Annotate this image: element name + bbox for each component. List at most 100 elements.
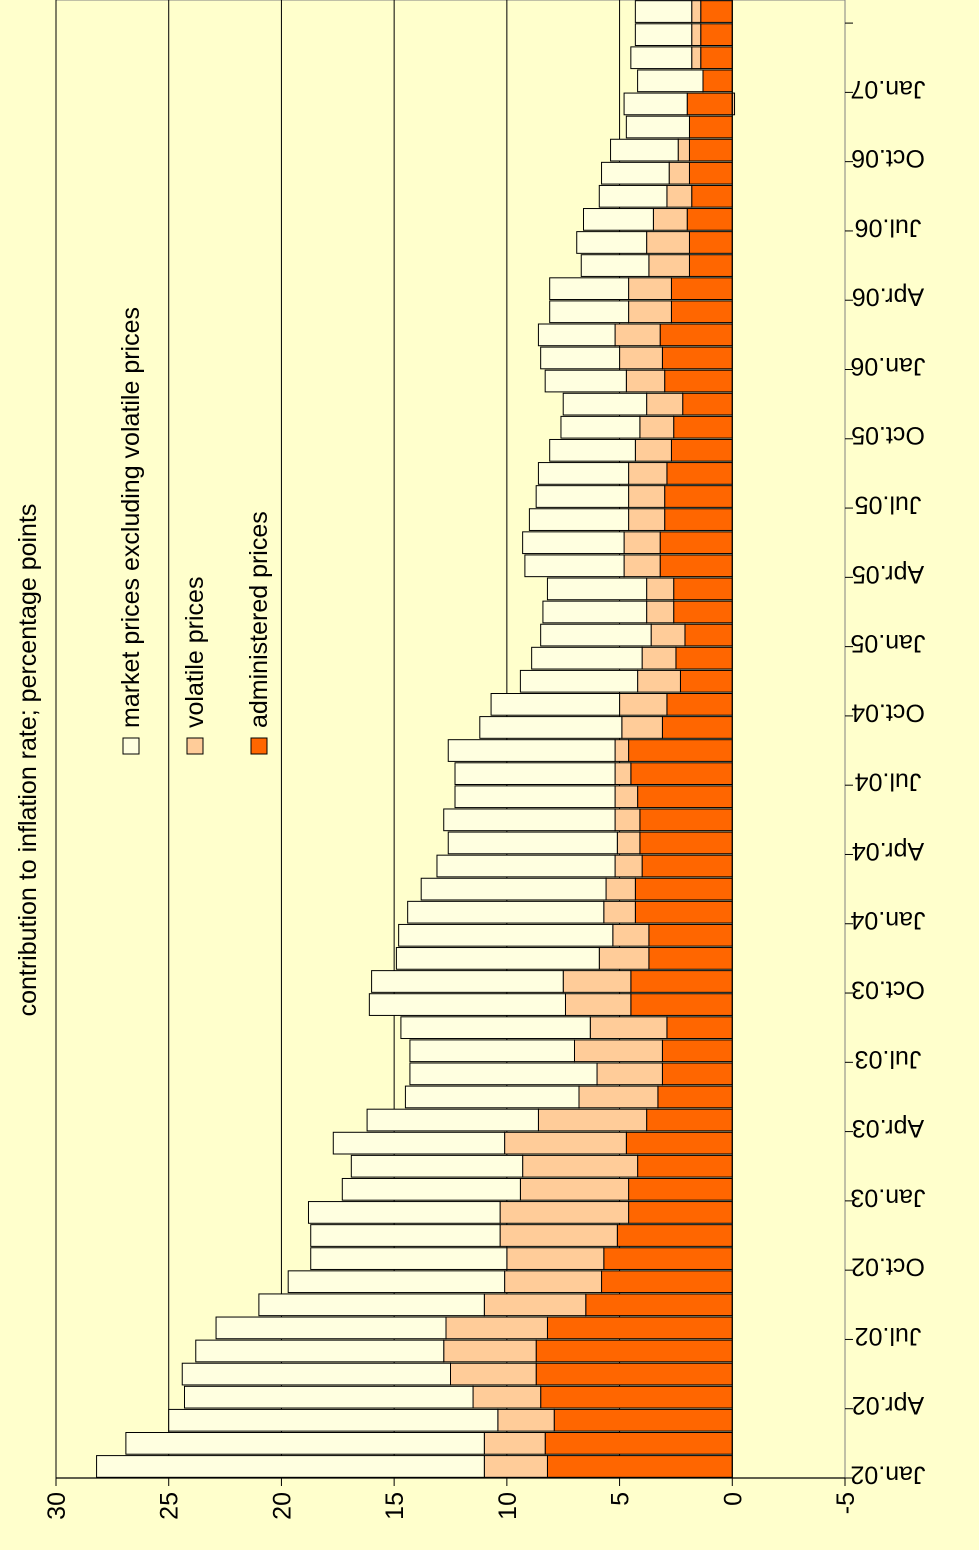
bar-administered xyxy=(666,462,733,485)
bar-administered xyxy=(637,1154,733,1178)
bar-administered xyxy=(688,115,733,139)
bar-administered xyxy=(641,854,733,878)
bar-administered xyxy=(630,970,733,993)
bar-market xyxy=(404,1085,580,1109)
bar-administered xyxy=(637,785,733,809)
bar-volatile xyxy=(666,184,693,208)
bar-volatile xyxy=(598,947,650,970)
bar-volatile xyxy=(623,531,661,555)
bar-volatile xyxy=(537,1108,648,1132)
bar-volatile xyxy=(603,900,636,924)
bar-market xyxy=(398,923,614,947)
bar-volatile xyxy=(472,1385,542,1409)
bar-administered xyxy=(684,623,733,647)
bar-administered xyxy=(544,1432,733,1455)
bar-market xyxy=(287,1270,506,1294)
bar-volatile xyxy=(628,485,666,508)
bar-market xyxy=(395,947,600,970)
bar-market xyxy=(560,415,641,439)
bar-volatile xyxy=(677,138,690,162)
bar-volatile xyxy=(564,993,632,1016)
category-tick-label: Oct.05 xyxy=(851,421,925,449)
bar-administered xyxy=(628,1177,733,1201)
bar-administered xyxy=(648,923,733,947)
bar-administered xyxy=(670,300,733,324)
bar-volatile xyxy=(628,508,666,531)
category-tick-label: Apr.06 xyxy=(852,283,924,311)
bar-volatile xyxy=(499,1224,618,1247)
category-tick-label: Jan.07 xyxy=(850,75,925,103)
legend-swatch-market xyxy=(122,737,140,755)
bar-market xyxy=(522,531,625,555)
category-tick-label: Jan.06 xyxy=(850,352,925,380)
bar-volatile xyxy=(443,1339,537,1363)
bar-administered xyxy=(664,485,733,508)
bar-volatile xyxy=(614,785,639,809)
bar-administered xyxy=(673,415,733,439)
bar-volatile xyxy=(506,1247,605,1270)
bar-administered xyxy=(603,1247,733,1270)
bar-administered xyxy=(675,646,733,670)
bar-administered xyxy=(625,1131,733,1155)
bar-administered xyxy=(664,369,733,393)
bar-volatile xyxy=(625,369,666,393)
bar-administered xyxy=(702,69,733,93)
bar-volatile xyxy=(497,1408,555,1432)
bar-market xyxy=(215,1316,447,1340)
bar-volatile xyxy=(650,623,686,647)
bar-administered xyxy=(661,1062,733,1086)
bar-administered xyxy=(661,1039,733,1063)
y-axis-title: contribution to inflation rate; percenta… xyxy=(14,504,42,1017)
value-tick-label: 0 xyxy=(719,1492,747,1506)
bar-administered xyxy=(700,0,733,23)
bar-market xyxy=(195,1339,445,1363)
bar-market xyxy=(258,1293,485,1317)
bar-market xyxy=(601,161,670,185)
bar-volatile xyxy=(499,1201,630,1224)
bar-volatile xyxy=(483,1455,548,1478)
bar-volatile xyxy=(628,300,672,324)
value-tick-label: 10 xyxy=(494,1492,522,1520)
bar-volatile xyxy=(619,693,668,716)
bar-administered xyxy=(639,831,733,855)
category-tick-label: Jan.04 xyxy=(850,906,925,934)
bar-administered xyxy=(648,947,733,970)
value-tick-label: -5 xyxy=(832,1492,860,1514)
bar-administered xyxy=(686,92,733,116)
bar-market xyxy=(583,208,654,231)
bar-administered xyxy=(601,1270,733,1294)
bar-market xyxy=(542,600,648,624)
bar-volatile xyxy=(691,0,702,23)
bar-administered xyxy=(666,1016,733,1040)
bar-administered xyxy=(585,1293,733,1317)
bar-market xyxy=(443,808,616,832)
bar-administered xyxy=(686,208,733,231)
bar-volatile xyxy=(637,669,681,693)
bar-administered xyxy=(634,900,733,924)
bar-volatile xyxy=(628,277,672,301)
bar-volatile xyxy=(648,254,690,277)
category-tick-label: Jul.05 xyxy=(855,491,922,519)
bar-market xyxy=(407,900,605,924)
bar-administered xyxy=(682,392,733,416)
bar-administered xyxy=(535,1362,733,1386)
bar-administered xyxy=(673,577,733,601)
bar-market xyxy=(610,138,679,162)
bar-administered xyxy=(688,231,733,254)
bar-administered xyxy=(630,762,733,785)
bar-administered xyxy=(664,508,733,531)
bar-market xyxy=(544,369,627,393)
bar-market xyxy=(531,646,643,670)
bar-market xyxy=(524,554,625,578)
bar-market xyxy=(630,46,693,70)
bar-volatile xyxy=(641,646,677,670)
bar-market xyxy=(637,69,704,93)
bar-market xyxy=(549,438,636,462)
bar-administered xyxy=(553,1408,733,1432)
bar-market xyxy=(535,485,630,508)
bar-market xyxy=(409,1039,575,1063)
category-tick-label: Jul.06 xyxy=(855,213,922,241)
bar-volatile xyxy=(578,1085,659,1109)
bar-market xyxy=(634,23,693,46)
category-tick-label: Oct.02 xyxy=(851,1253,925,1281)
